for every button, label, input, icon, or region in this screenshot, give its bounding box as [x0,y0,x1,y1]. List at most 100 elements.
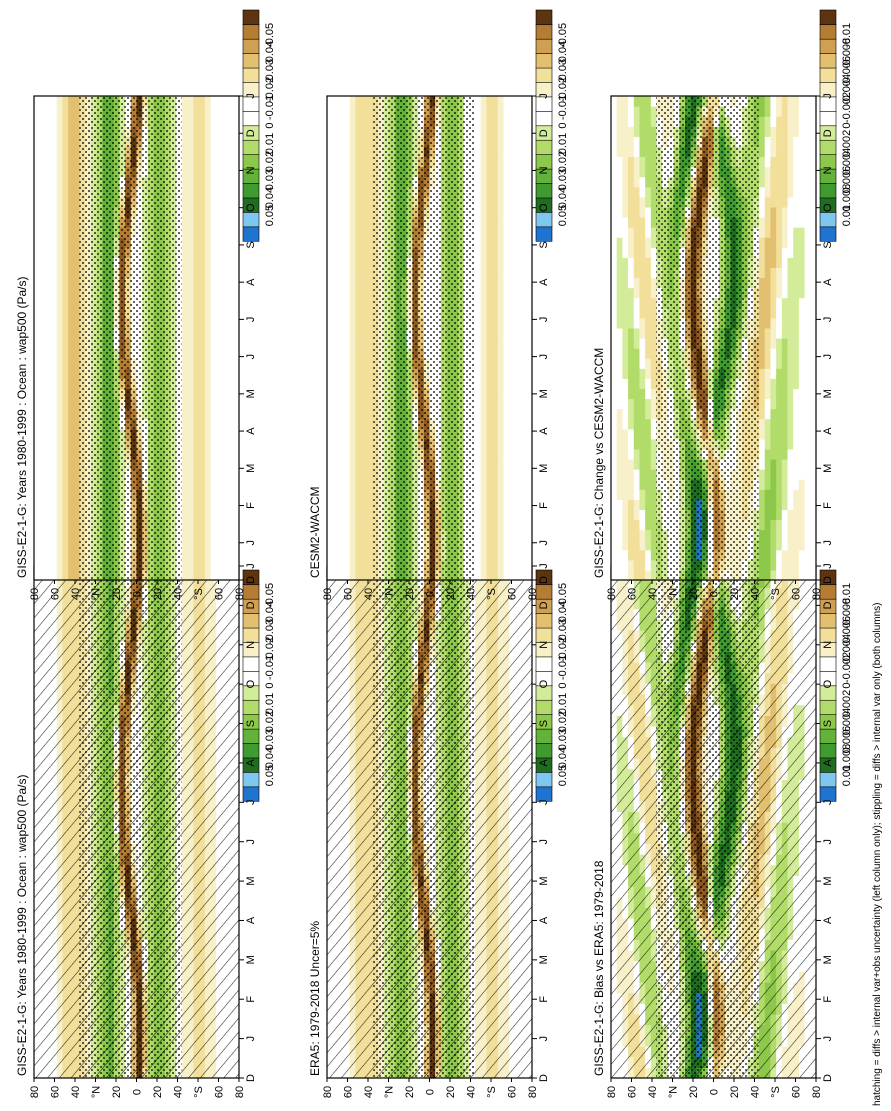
heatmap-cell [34,217,41,228]
heatmap-cell [34,277,41,289]
heatmap-cell [204,126,212,137]
month-tick-label: M [245,389,257,398]
heatmap-cell [34,317,41,329]
heatmap-cell [45,448,52,460]
lat-tick-label: 20 [152,1086,164,1098]
heatmap-cell [68,307,75,319]
heatmap-cell [73,176,81,188]
heatmap-cell [193,489,200,500]
heatmap-cell [45,358,52,369]
month-tick-label: N [245,166,257,174]
heatmap-cell [216,408,223,420]
heatmap-cell [233,307,240,319]
heatmap-cell [56,509,64,521]
heatmap-cell [199,106,206,117]
heatmap-cell [204,448,212,460]
heatmap-cell [51,327,58,339]
heatmap-cell [62,428,69,440]
heatmap-cell [227,418,234,430]
heatmap-cell [233,489,240,500]
heatmap-cell [221,176,229,188]
heatmap-cell [34,539,41,551]
heatmap-cell [68,469,75,480]
heatmap-cell [73,398,81,410]
heatmap-cell [227,126,234,137]
heatmap-cell [233,106,240,117]
heatmap-cell [73,287,81,299]
heatmap-cell [233,277,240,289]
heatmap-cell [62,267,69,279]
heatmap-cell [45,297,52,309]
heatmap-cell [39,358,46,369]
heatmap-cell [45,368,52,379]
heatmap-cell [216,378,223,390]
heatmap-cell [210,227,217,238]
heatmap-cell [56,448,64,460]
heatmap-cell [68,569,75,581]
heatmap-cell [187,186,195,198]
lat-tick-label: 40 [173,588,185,600]
heatmap-cell [204,398,212,410]
heatmap-cell [39,277,46,289]
heatmap-cell [56,469,64,480]
heatmap-cell [56,186,64,198]
heatmap-cell [193,509,200,521]
heatmap-cell [187,257,195,269]
heatmap-cell [68,227,75,238]
heatmap-cell [34,116,41,127]
heatmap-cell [62,569,69,581]
heatmap-cell [216,277,223,289]
heatmap-cell [56,156,64,168]
heatmap-cell [187,489,195,500]
heatmap-cell [182,327,189,339]
heatmap-cell [216,176,223,188]
heatmap-cell [182,176,189,188]
heatmap-cell [233,539,240,551]
heatmap-cell [56,539,64,551]
heatmap-cell [34,267,41,279]
heatmap-cell [45,247,52,258]
heatmap-cell [73,297,81,309]
heatmap-cell [39,338,46,349]
heatmap-cell [182,106,189,117]
heatmap-cell [45,307,52,319]
heatmap-cell [210,408,217,420]
heatmap-cell [73,166,81,178]
heatmap-cell [187,217,195,228]
month-tick-label: J [245,1036,257,1042]
heatmap-cell [233,257,240,269]
heatmap-cell [199,146,206,158]
heatmap-cell [187,348,195,359]
heatmap-cell [62,539,69,551]
heatmap-cell [51,499,58,511]
heatmap-cell [51,539,58,551]
heatmap-cell [39,297,46,309]
heatmap-cell [182,388,189,400]
heatmap-cell [51,509,58,521]
heatmap-cell [73,539,81,551]
heatmap-cell [182,459,189,470]
heatmap-cell [182,186,189,198]
heatmap-cell [182,146,189,158]
colorbar-swatch [242,699,260,715]
stippling-overlay [79,566,182,1078]
heatmap-cell [233,217,240,228]
heatmap-cell [199,509,206,521]
heatmap-cell [187,559,195,571]
heatmap-cell [45,126,52,137]
heatmap-cell [199,156,206,168]
colorbar-swatch [242,139,260,155]
heatmap-cell [34,509,41,521]
heatmap-cell [68,499,75,511]
heatmap-cell [182,499,189,511]
heatmap-cell [45,469,52,480]
panel-title: GISS-E2-1-G: Years 1980-1999 : Ocean : w… [15,774,29,1076]
heatmap-cell [51,106,58,117]
heatmap-cell [51,438,58,450]
heatmap-cell [233,186,240,198]
heatmap-cell [73,388,81,400]
heatmap-cell [227,196,234,208]
heatmap-cell [221,549,229,561]
heatmap-cell [210,206,217,218]
